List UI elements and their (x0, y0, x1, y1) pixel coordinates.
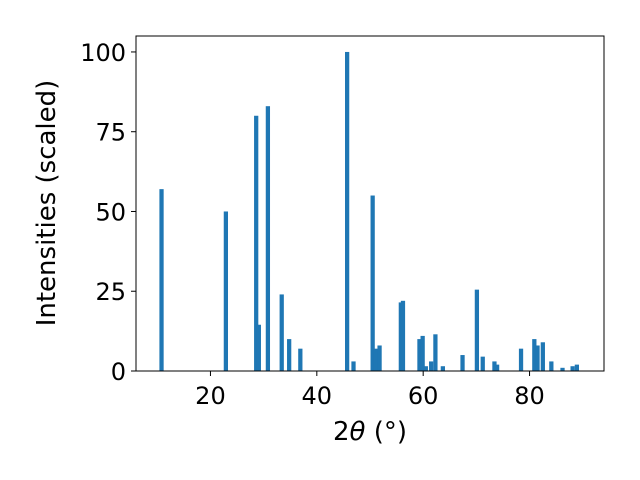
bar (433, 334, 438, 371)
bar (298, 348, 303, 371)
bar (159, 189, 164, 371)
bar (400, 300, 406, 371)
bar (351, 361, 356, 371)
bar (370, 195, 375, 371)
bars-group (159, 51, 580, 371)
bar (373, 348, 378, 371)
y-tick-label: 100 (80, 39, 126, 67)
x-tick-label: 60 (408, 382, 439, 410)
y-tick-label: 25 (95, 278, 126, 306)
bar (518, 348, 524, 371)
bar (570, 366, 575, 371)
bar (540, 342, 545, 371)
bar (532, 339, 537, 371)
bar (345, 51, 350, 371)
bar (494, 364, 500, 371)
bar (492, 361, 497, 371)
bar (429, 361, 434, 371)
y-tick-label: 50 (95, 198, 126, 226)
x-axis-label-prefix: 2 (333, 417, 350, 447)
bar (287, 339, 292, 371)
y-axis-label: Intensities (scaled) (32, 80, 62, 327)
bar (460, 355, 465, 371)
bar (254, 115, 259, 371)
x-axis-label-symbol: θ (350, 417, 366, 447)
bar (474, 289, 480, 371)
bar (223, 211, 229, 371)
bar (549, 361, 554, 371)
x-axis-label: 2θ (°) (333, 417, 407, 447)
bar (574, 364, 580, 371)
bar (535, 345, 540, 371)
bar (423, 366, 428, 371)
bar (420, 335, 425, 371)
x-tick-label: 80 (514, 382, 545, 410)
bar (377, 345, 382, 371)
y-axis-ticks: 0 25 50 75 100 (80, 39, 136, 386)
bar (440, 366, 445, 371)
bar (417, 339, 422, 371)
y-tick-label: 75 (95, 119, 126, 147)
x-tick-label: 20 (195, 382, 226, 410)
y-tick-label: 0 (111, 358, 126, 386)
x-tick-label: 40 (302, 382, 333, 410)
plot-frame (135, 35, 605, 372)
bar (279, 294, 284, 371)
bar (480, 356, 485, 371)
x-axis-ticks: 20 40 60 80 (195, 371, 545, 410)
bar (265, 106, 271, 371)
bar (256, 324, 261, 371)
bar (560, 367, 565, 371)
x-axis-label-suffix: (°) (365, 417, 407, 447)
